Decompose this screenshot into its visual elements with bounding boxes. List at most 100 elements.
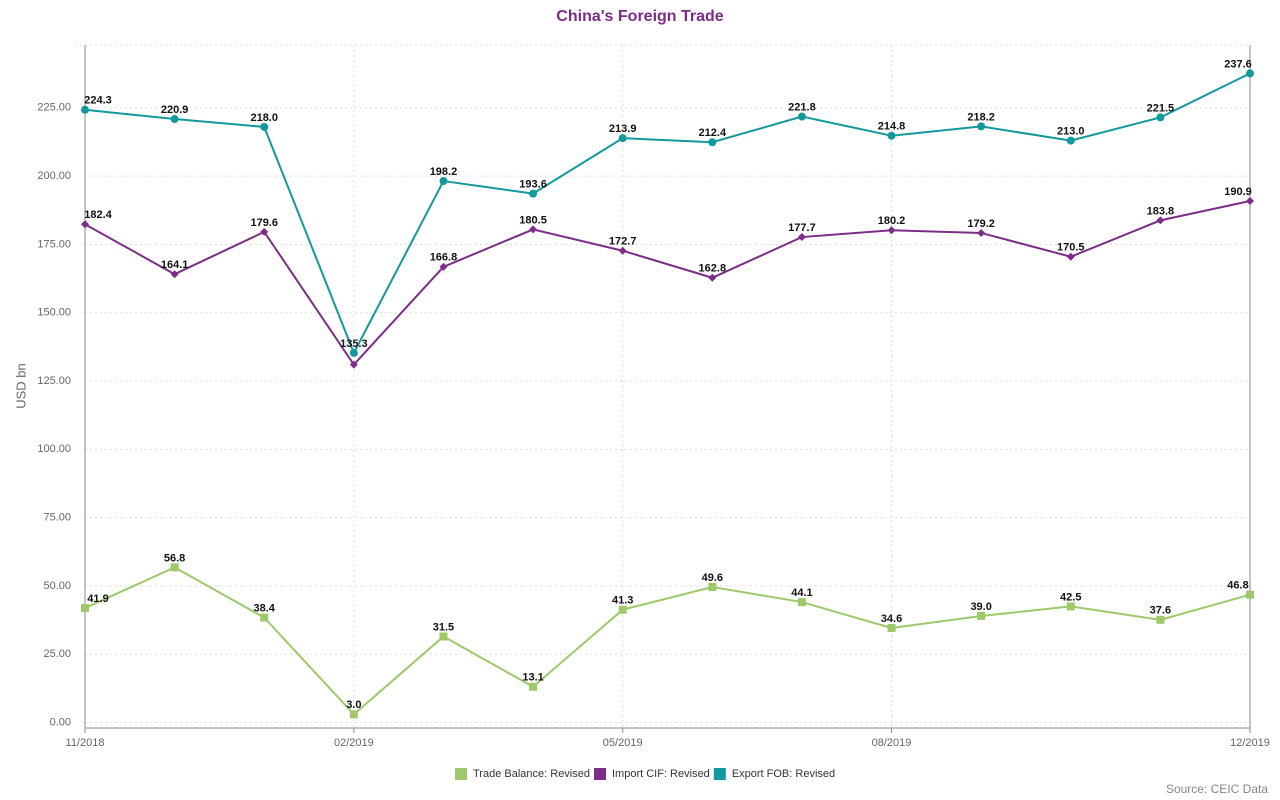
data-label: 220.9 bbox=[161, 104, 189, 116]
y-tick-label: 225.00 bbox=[37, 102, 71, 114]
marker bbox=[260, 122, 269, 131]
line bbox=[84, 72, 1251, 356]
data-label: 237.6 bbox=[1224, 58, 1252, 70]
marker bbox=[1066, 602, 1075, 611]
data-label: 193.6 bbox=[519, 179, 547, 191]
data-label: 212.4 bbox=[699, 127, 727, 139]
data-label: 224.3 bbox=[84, 95, 112, 107]
y-tick-label: 175.00 bbox=[37, 238, 71, 250]
marker bbox=[797, 233, 806, 242]
data-label: 166.8 bbox=[430, 252, 458, 264]
x-tick-label: 12/2019 bbox=[1230, 737, 1270, 749]
source: Source: CEIC Data bbox=[1166, 782, 1268, 796]
y-tick-label: 125.00 bbox=[37, 375, 71, 387]
data-label: 221.8 bbox=[788, 101, 816, 113]
marker bbox=[797, 598, 806, 607]
chart-title: China's Foreign Trade bbox=[556, 8, 723, 25]
legend-label: Export FOB: Revised bbox=[732, 768, 835, 780]
marker bbox=[260, 613, 269, 622]
marker bbox=[618, 246, 627, 255]
x-tick-label: 02/2019 bbox=[334, 737, 374, 749]
data-label: 218.2 bbox=[967, 111, 995, 123]
data-label: 213.0 bbox=[1057, 126, 1085, 138]
line bbox=[84, 566, 1251, 716]
legend-swatch bbox=[455, 768, 467, 780]
data-label: 183.8 bbox=[1147, 205, 1175, 217]
legend-item: Export FOB: Revised bbox=[713, 768, 835, 780]
marker bbox=[618, 134, 627, 143]
data-label: 214.8 bbox=[878, 121, 906, 133]
data-label: 56.8 bbox=[164, 552, 185, 564]
data-label: 179.6 bbox=[250, 217, 278, 229]
y-tick-label: 50.00 bbox=[43, 580, 71, 592]
data-label: 162.8 bbox=[699, 263, 727, 275]
marker bbox=[1156, 615, 1165, 624]
data-label: 179.2 bbox=[967, 218, 995, 230]
data-label: 135.3 bbox=[340, 338, 368, 350]
data-label: 41.3 bbox=[612, 595, 633, 607]
marker bbox=[1066, 252, 1075, 261]
marker bbox=[887, 226, 896, 235]
marker bbox=[349, 348, 358, 357]
data-label: 3.0 bbox=[346, 699, 361, 711]
marker bbox=[260, 227, 269, 236]
data-label: 170.5 bbox=[1057, 242, 1085, 254]
marker bbox=[529, 189, 538, 198]
marker bbox=[81, 105, 89, 114]
marker bbox=[977, 228, 986, 237]
marker bbox=[977, 611, 986, 620]
y-tick-label: 150.00 bbox=[37, 307, 71, 319]
data-label: 177.7 bbox=[788, 222, 816, 234]
marker bbox=[529, 682, 538, 691]
data-label: 44.1 bbox=[791, 587, 812, 599]
data-label: 190.9 bbox=[1224, 186, 1252, 198]
marker bbox=[349, 710, 358, 719]
marker bbox=[1066, 136, 1075, 145]
marker bbox=[1246, 590, 1254, 599]
data-label: 31.5 bbox=[433, 621, 454, 633]
data-label: 198.2 bbox=[430, 166, 458, 178]
legend-item: Import CIF: Revised bbox=[594, 768, 710, 780]
marker bbox=[170, 563, 179, 572]
marker bbox=[439, 632, 448, 641]
data-label: 182.4 bbox=[84, 209, 112, 221]
marker bbox=[977, 122, 986, 131]
data-label: 37.6 bbox=[1150, 605, 1171, 617]
y-tick-label: 200.00 bbox=[37, 170, 71, 182]
marker bbox=[797, 112, 806, 121]
marker bbox=[708, 583, 717, 592]
marker bbox=[81, 220, 89, 229]
y-tick-label: 0.00 bbox=[50, 716, 71, 728]
series: 41.9 56.8 38.4 3.0 31.5 13.1 41.3 49.6 44.1 34.6 3… bbox=[81, 552, 1254, 719]
data-label: 213.9 bbox=[609, 123, 637, 135]
legend-swatch bbox=[713, 768, 726, 780]
marker bbox=[81, 604, 89, 613]
marker bbox=[170, 270, 179, 279]
data-label: 34.6 bbox=[881, 613, 902, 625]
legend-label: Import CIF: Revised bbox=[612, 768, 710, 780]
x-tick-label: 11/2018 bbox=[66, 737, 105, 749]
legend-label: Trade Balance: Revised bbox=[473, 768, 590, 780]
legend-item: Trade Balance: Revised bbox=[455, 768, 590, 780]
marker bbox=[1246, 196, 1254, 205]
marker bbox=[618, 605, 627, 614]
marker bbox=[708, 138, 717, 147]
y-tick-label: 100.00 bbox=[37, 443, 71, 455]
marker bbox=[1246, 69, 1254, 78]
data-label: 221.5 bbox=[1147, 102, 1175, 114]
data-label: 38.4 bbox=[254, 603, 276, 615]
data-label: 49.6 bbox=[702, 572, 723, 584]
line bbox=[84, 200, 1251, 367]
marker bbox=[887, 624, 896, 633]
data-label: 39.0 bbox=[970, 601, 991, 613]
y-tick-label: 25.00 bbox=[43, 648, 71, 660]
data-label: 172.7 bbox=[609, 236, 637, 248]
legend-swatch bbox=[594, 768, 606, 780]
data-label: 180.5 bbox=[519, 214, 547, 226]
marker bbox=[349, 360, 358, 369]
series: 224.3 220.9 218.0 135.3 198.2 193.6 213.9 212.4… bbox=[81, 58, 1254, 357]
marker bbox=[439, 177, 448, 186]
y-tick-label: 75.00 bbox=[43, 512, 71, 524]
marker bbox=[887, 131, 896, 140]
